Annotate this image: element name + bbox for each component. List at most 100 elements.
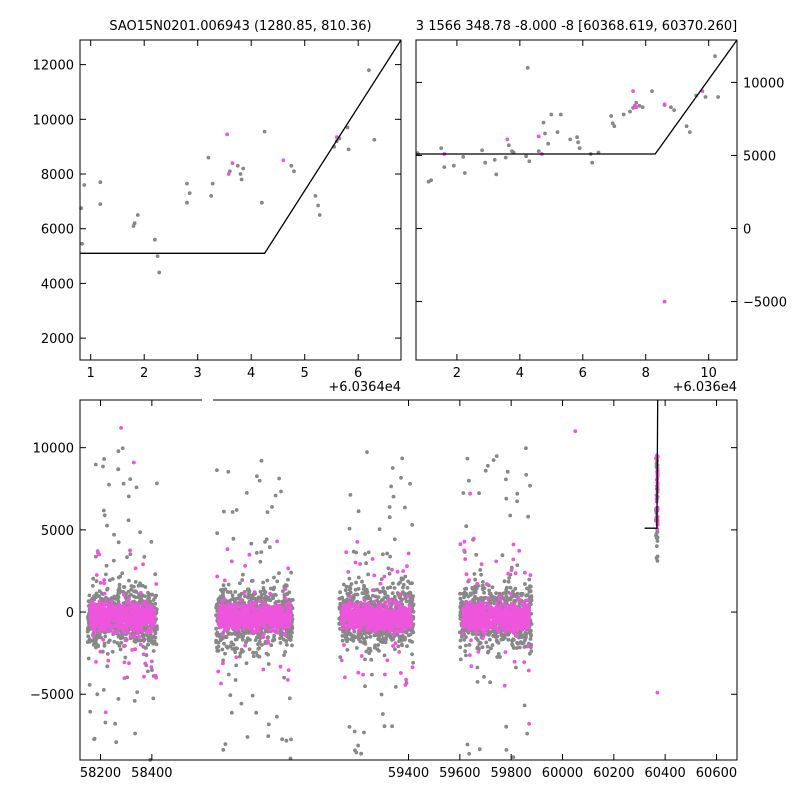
data-point-magenta	[343, 616, 348, 621]
data-point-magenta	[362, 598, 367, 603]
data-point-grey	[233, 678, 238, 682]
data-point-grey	[389, 484, 393, 489]
data-point-grey	[481, 580, 485, 584]
data-point-grey	[404, 599, 409, 604]
data-point-grey	[384, 637, 388, 642]
data-point-magenta	[372, 622, 377, 626]
x-tick-label: 4	[516, 366, 524, 381]
data-point-grey	[387, 505, 392, 509]
data-point-magenta	[346, 570, 351, 574]
data-point-grey	[350, 633, 355, 638]
data-point-magenta	[275, 539, 279, 544]
data-point-grey	[98, 180, 103, 185]
data-point-grey	[505, 585, 509, 590]
data-point-grey	[716, 95, 720, 99]
data-point-grey	[105, 523, 109, 528]
data-point-magenta	[140, 629, 145, 634]
data-point-magenta	[108, 610, 113, 615]
data-point-magenta	[219, 681, 223, 686]
data-point-grey	[376, 637, 380, 641]
data-point-magenta	[215, 574, 220, 579]
data-point-magenta	[138, 590, 143, 595]
data-point-grey	[281, 589, 285, 594]
data-point-grey	[354, 580, 358, 585]
data-point-grey	[402, 592, 407, 596]
data-point-magenta	[266, 639, 270, 644]
data-point-grey	[254, 710, 259, 715]
data-point-grey	[240, 635, 244, 640]
data-point-grey	[390, 591, 395, 596]
data-point-magenta	[243, 643, 248, 648]
data-point-magenta	[266, 609, 271, 614]
data-point-grey	[379, 632, 383, 636]
data-point-magenta	[89, 608, 94, 613]
data-point-grey	[610, 121, 615, 126]
data-point-grey	[272, 575, 276, 580]
data-point-magenta	[94, 660, 98, 664]
data-point-grey	[258, 589, 263, 594]
data-point-magenta	[234, 655, 239, 660]
data-point-grey	[279, 630, 284, 634]
data-point-grey	[494, 591, 498, 596]
data-point-grey	[153, 631, 158, 636]
data-point-grey	[226, 582, 231, 587]
axes-frame	[415, 39, 738, 361]
data-point-magenta	[261, 635, 266, 640]
data-point-magenta	[143, 599, 148, 604]
data-point-magenta	[220, 599, 225, 603]
data-point-grey	[258, 636, 262, 641]
data-point-grey	[287, 696, 292, 701]
data-point-grey	[139, 598, 143, 603]
data-point-grey	[241, 572, 245, 577]
data-point-grey	[480, 583, 485, 588]
y-tick-label: 0	[743, 222, 751, 237]
data-point-grey	[133, 731, 138, 736]
data-point-magenta	[242, 622, 247, 627]
data-point-magenta	[406, 617, 410, 621]
data-point-grey	[379, 692, 384, 697]
data-point-magenta	[288, 601, 292, 605]
data-point-grey	[382, 653, 387, 658]
data-point-grey	[92, 639, 97, 644]
data-point-grey	[277, 476, 281, 481]
data-point-magenta	[283, 596, 288, 601]
data-point-grey	[340, 634, 345, 638]
data-point-magenta	[224, 620, 229, 625]
data-point-grey	[157, 270, 162, 275]
data-point-magenta	[141, 614, 146, 619]
data-point-grey	[368, 634, 373, 639]
data-point-grey	[364, 561, 368, 566]
data-point-grey	[390, 724, 394, 729]
data-point-magenta	[257, 606, 262, 611]
data-point-grey	[155, 481, 159, 486]
data-point-magenta	[283, 632, 287, 637]
data-point-grey	[230, 593, 235, 598]
data-point-magenta	[245, 619, 249, 624]
data-point-grey	[347, 725, 352, 729]
data-point-magenta	[662, 102, 667, 107]
data-point-grey	[126, 518, 131, 523]
x-tick-label: 2	[453, 366, 461, 381]
data-point-grey	[405, 644, 409, 649]
data-point-magenta	[264, 625, 268, 630]
data-point-grey	[536, 149, 541, 154]
data-point-grey	[265, 635, 270, 640]
data-point-grey	[490, 643, 495, 648]
data-point-grey	[239, 701, 244, 706]
data-point-grey	[91, 584, 95, 588]
data-point-magenta	[260, 613, 265, 618]
data-point-magenta	[358, 562, 362, 566]
data-point-magenta	[354, 616, 359, 621]
data-point-grey	[368, 648, 373, 653]
data-point-grey	[368, 596, 373, 601]
data-point-grey	[230, 510, 235, 514]
data-point-grey	[506, 143, 511, 148]
data-point-grey	[358, 639, 363, 644]
data-point-magenta	[151, 623, 156, 628]
data-point-grey	[121, 481, 126, 486]
data-point-grey	[483, 160, 488, 165]
data-point-magenta	[225, 132, 230, 137]
data-point-magenta	[359, 654, 364, 658]
data-point-grey	[241, 649, 245, 654]
data-point-magenta	[217, 612, 222, 617]
